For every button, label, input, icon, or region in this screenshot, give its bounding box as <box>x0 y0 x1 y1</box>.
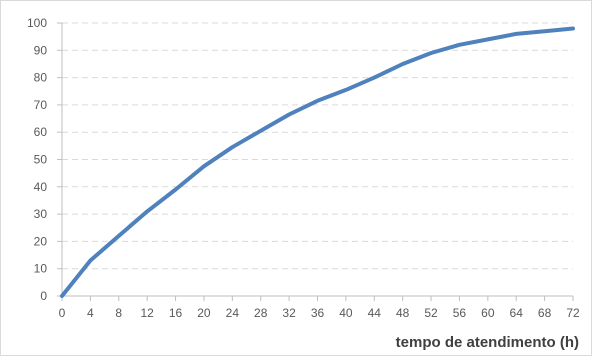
x-tick-label-28: 28 <box>254 306 268 320</box>
y-tick-label-50: 50 <box>34 153 48 167</box>
x-tick-label-64: 64 <box>510 306 524 320</box>
series-line-0 <box>60 26 575 298</box>
y-tick-label-90: 90 <box>34 43 48 57</box>
gridlines <box>62 22 573 270</box>
x-tick-label-24: 24 <box>226 306 240 320</box>
x-tick-label-40: 40 <box>339 306 353 320</box>
x-tick-label-4: 4 <box>87 306 94 320</box>
x-tick-label-60: 60 <box>481 306 495 320</box>
x-tick-label-8: 8 <box>115 306 122 320</box>
x-tick-label-0: 0 <box>59 306 66 320</box>
x-axis-title: tempo de atendimento (h) <box>396 334 579 351</box>
x-tick-label-68: 68 <box>538 306 552 320</box>
x-tick-label-56: 56 <box>453 306 467 320</box>
x-tick-label-36: 36 <box>311 306 325 320</box>
x-tick-label-48: 48 <box>396 306 410 320</box>
axes <box>57 22 574 301</box>
x-tick-label-72: 72 <box>566 306 580 320</box>
x-tick-label-20: 20 <box>197 306 211 320</box>
y-tick-label-0: 0 <box>40 289 47 303</box>
y-tick-label-70: 70 <box>34 98 48 112</box>
y-tick-label-40: 40 <box>34 180 48 194</box>
y-tick-label-10: 10 <box>34 262 48 276</box>
y-tick-label-60: 60 <box>34 125 48 139</box>
series-lines <box>60 26 575 298</box>
x-tick-label-44: 44 <box>368 306 382 320</box>
x-tick-label-16: 16 <box>169 306 183 320</box>
y-tick-label-80: 80 <box>34 71 48 85</box>
y-tick-label-20: 20 <box>34 234 48 248</box>
y-tick-label-100: 100 <box>27 16 47 30</box>
x-tick-label-12: 12 <box>140 306 154 320</box>
y-tick-label-30: 30 <box>34 207 48 221</box>
x-tick-label-52: 52 <box>424 306 438 320</box>
x-tick-label-32: 32 <box>282 306 296 320</box>
